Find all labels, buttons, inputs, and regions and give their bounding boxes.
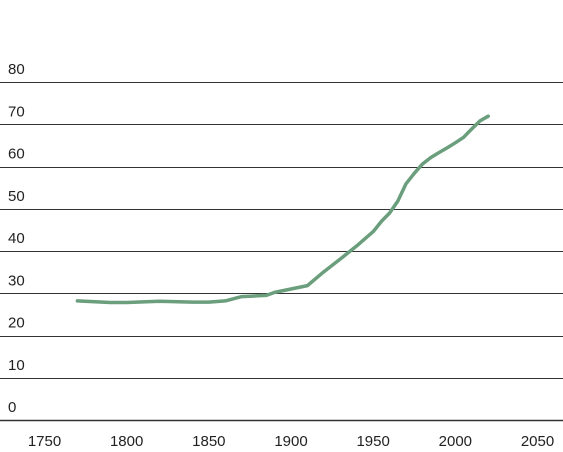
y-tick-label: 80 bbox=[8, 61, 25, 78]
x-tick-label: 1900 bbox=[274, 433, 307, 450]
y-tick-label: 60 bbox=[8, 146, 25, 163]
data-series bbox=[75, 114, 490, 305]
y-tick-label: 20 bbox=[8, 315, 25, 332]
y-tick-label: 70 bbox=[8, 103, 25, 120]
x-tick-label: 1950 bbox=[356, 433, 389, 450]
series-line bbox=[75, 114, 490, 305]
x-axis-tick-labels: 1750 1800 1850 1900 1950 2000 2050 bbox=[28, 433, 554, 450]
y-tick-label: 0 bbox=[8, 399, 16, 416]
y-tick-label: 10 bbox=[8, 357, 25, 374]
y-axis-tick-labels: 0 10 20 30 40 50 60 70 80 bbox=[8, 61, 25, 416]
y-tick-label: 30 bbox=[8, 272, 25, 289]
x-tick-label: 2050 bbox=[521, 433, 554, 450]
y-tick-label: 50 bbox=[8, 188, 25, 205]
x-tick-label: 1850 bbox=[192, 433, 225, 450]
horizontal-gridlines bbox=[0, 82, 563, 422]
x-tick-label: 1750 bbox=[28, 433, 61, 450]
x-tick-label: 1800 bbox=[110, 433, 143, 450]
x-tick-label: 2000 bbox=[439, 433, 472, 450]
y-tick-label: 40 bbox=[8, 230, 25, 247]
